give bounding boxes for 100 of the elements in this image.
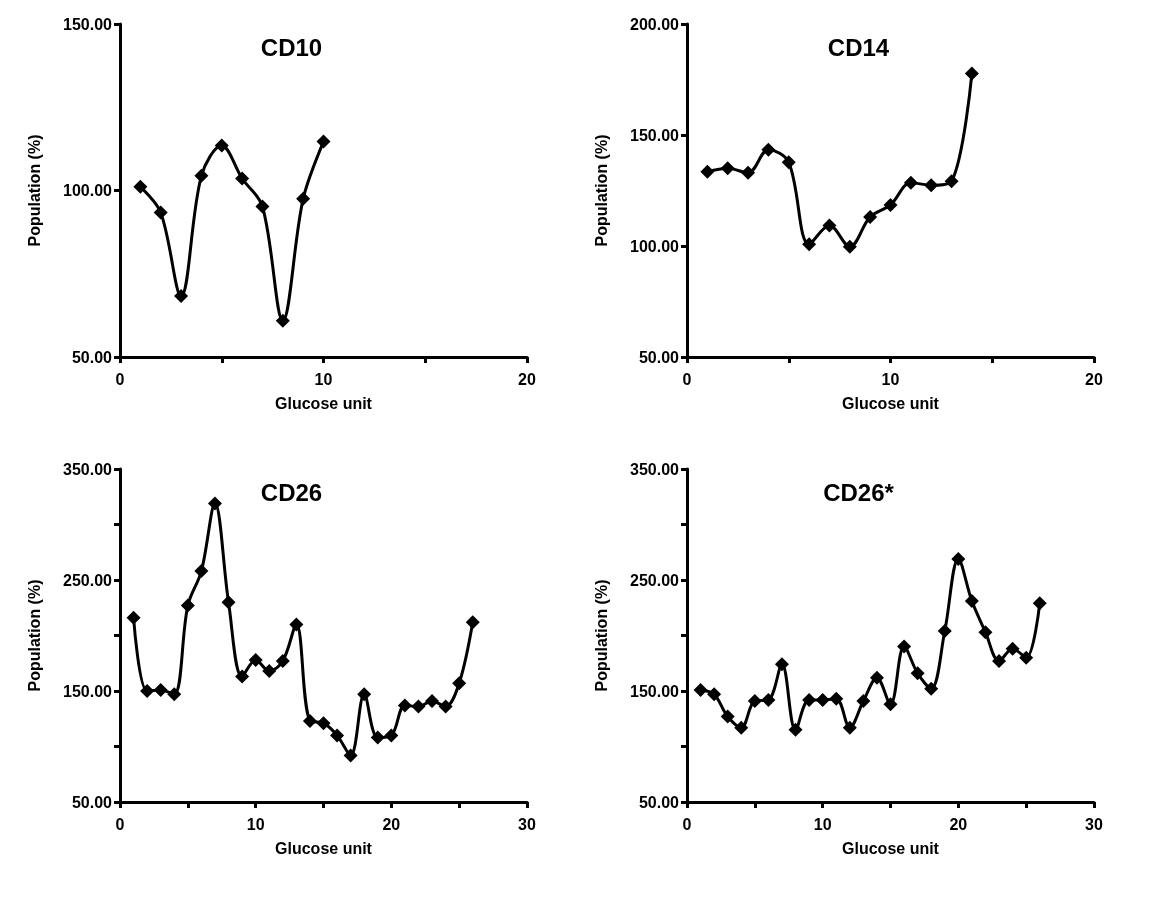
point (863, 209, 878, 224)
point (842, 720, 857, 735)
x-tick-label: 20 (382, 815, 401, 833)
point (289, 617, 304, 632)
point (761, 142, 776, 157)
x-tick-label: 0 (115, 370, 125, 388)
x-tick-label: 20 (518, 370, 536, 388)
point (214, 138, 229, 153)
point (194, 168, 209, 183)
y-tick-label: 250.00 (630, 571, 680, 589)
x-tick-label: 20 (949, 815, 968, 833)
point (937, 624, 952, 639)
point (741, 165, 756, 180)
point (781, 155, 796, 170)
point (747, 693, 762, 708)
x-tick-label: 10 (246, 815, 265, 833)
y-tick-label: 150.00 (63, 682, 113, 700)
x-tick-label: 10 (813, 815, 832, 833)
point (856, 693, 871, 708)
point (235, 669, 250, 684)
point (883, 697, 898, 712)
point (1032, 596, 1047, 611)
y-tick-label: 150.00 (630, 682, 680, 700)
y-tick-label: 100.00 (630, 237, 680, 255)
y-axis-title: Population (%) (592, 579, 610, 692)
point (174, 289, 189, 304)
point (316, 134, 331, 149)
y-tick-label: 200.00 (630, 15, 680, 33)
point (425, 693, 440, 708)
point (802, 237, 817, 252)
point (255, 199, 270, 214)
point (153, 682, 168, 697)
point (370, 730, 385, 745)
point (275, 313, 290, 328)
y-axis-title: Population (%) (25, 134, 43, 247)
point (235, 171, 250, 186)
y-tick-label: 50.00 (638, 348, 680, 366)
point (897, 639, 912, 654)
x-axis-title: Glucose unit (275, 839, 373, 857)
point (951, 551, 966, 566)
point (700, 164, 715, 179)
point (302, 713, 317, 728)
y-axis-title: Population (%) (25, 579, 43, 692)
x-tick-label: 0 (682, 815, 692, 833)
point (167, 687, 182, 702)
point (207, 496, 222, 511)
point (411, 699, 426, 714)
y-tick-label: 350.00 (63, 460, 113, 478)
x-tick-label: 0 (682, 370, 692, 388)
point (761, 692, 776, 707)
y-tick-label: 350.00 (630, 460, 680, 478)
x-axis-title: Glucose unit (842, 394, 940, 412)
point (275, 654, 290, 669)
point (452, 676, 467, 691)
chart-title: CD26 (260, 478, 323, 506)
point (384, 728, 399, 743)
point (707, 687, 722, 702)
point (815, 692, 830, 707)
point (140, 684, 155, 698)
point (883, 197, 898, 212)
point (316, 716, 331, 731)
point (330, 728, 345, 743)
point (829, 691, 844, 706)
y-tick-label: 50.00 (638, 793, 680, 811)
point (842, 239, 857, 254)
y-axis-title: Population (%) (592, 134, 610, 247)
point (964, 594, 979, 609)
point (438, 699, 453, 714)
y-tick-label: 50.00 (71, 348, 113, 366)
point (1005, 641, 1020, 656)
x-tick-label: 20 (1085, 370, 1103, 388)
point (221, 595, 236, 610)
point (693, 682, 708, 697)
chart-title: CD14 (827, 33, 890, 61)
x-tick-label: 30 (1085, 815, 1103, 833)
x-tick-label: 0 (115, 815, 125, 833)
y-tick-label: 150.00 (630, 126, 680, 144)
x-axis-title: Glucose unit (275, 394, 373, 412)
chart-title: CD10 (260, 33, 323, 61)
point (133, 179, 148, 194)
y-tick-label: 100.00 (63, 182, 113, 199)
point (992, 654, 1007, 669)
point (180, 598, 195, 613)
point (720, 161, 735, 176)
point (397, 698, 412, 713)
x-axis-title: Glucose unit (842, 839, 940, 857)
point (924, 178, 939, 193)
point (802, 692, 817, 707)
point (869, 670, 884, 685)
point (944, 174, 959, 189)
point (296, 191, 311, 206)
point (903, 175, 918, 190)
point (924, 681, 939, 696)
point (720, 709, 735, 724)
x-tick-label: 30 (518, 815, 536, 833)
point (343, 748, 358, 763)
point (153, 205, 168, 220)
x-tick-label: 10 (881, 370, 900, 388)
x-tick-label: 10 (314, 370, 333, 388)
point (248, 652, 263, 667)
